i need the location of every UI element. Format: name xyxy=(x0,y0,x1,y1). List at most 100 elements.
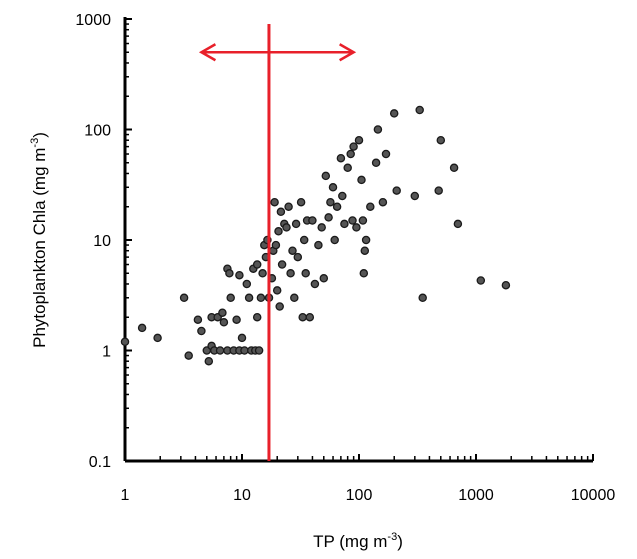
data-point xyxy=(346,149,355,159)
data-point xyxy=(137,323,147,333)
data-point xyxy=(258,269,267,278)
data-point xyxy=(288,246,297,255)
data-point xyxy=(349,142,358,151)
y-tick-label: 1000 xyxy=(75,12,111,29)
data-point xyxy=(410,191,420,201)
x-tick-label: 10 xyxy=(233,487,251,504)
data-point xyxy=(219,318,229,327)
data-point xyxy=(215,346,225,355)
data-point xyxy=(453,219,463,229)
data-point xyxy=(305,312,315,322)
x-tick-label: 10000 xyxy=(571,487,616,504)
data-point xyxy=(343,163,352,173)
data-point xyxy=(449,163,459,173)
data-point xyxy=(276,207,286,217)
data-point xyxy=(252,260,262,269)
data-point xyxy=(308,216,317,225)
data-point xyxy=(373,125,383,134)
y-tick-label: 0.1 xyxy=(89,454,111,471)
data-point xyxy=(360,246,370,255)
data-point xyxy=(392,186,401,195)
data-point xyxy=(501,280,511,290)
data-point xyxy=(293,252,303,262)
axes: 0.1 1 10 100 1000 1 10 100 1000 10000 xyxy=(75,12,615,504)
data-point xyxy=(301,269,310,278)
x-tick-label: 1 xyxy=(121,487,130,504)
data-point xyxy=(197,326,206,336)
data-point xyxy=(314,240,323,250)
data-point xyxy=(271,240,281,250)
x-tick-label: 1000 xyxy=(458,487,494,504)
data-point xyxy=(290,293,299,303)
data-point xyxy=(296,197,306,207)
data-points xyxy=(120,105,511,366)
data-point xyxy=(415,105,424,115)
data-point xyxy=(310,279,320,289)
data-point xyxy=(237,333,247,343)
x-tick-label: 100 xyxy=(346,487,373,504)
y-tick-label: 1 xyxy=(102,344,111,361)
arrow-head-right xyxy=(339,43,357,62)
data-point xyxy=(359,269,369,278)
y-tick-label: 10 xyxy=(93,233,111,250)
data-point xyxy=(389,109,399,118)
data-point xyxy=(358,216,368,225)
data-point xyxy=(179,293,189,303)
data-point xyxy=(330,235,339,245)
data-point xyxy=(434,186,443,195)
data-point xyxy=(336,153,346,163)
y-tick-label: 100 xyxy=(84,123,111,140)
data-point xyxy=(225,269,234,278)
annotations xyxy=(198,24,357,461)
data-point xyxy=(240,346,249,355)
y-axis-title: Phytoplankton Chla (mg m-3) xyxy=(29,132,49,348)
data-point xyxy=(193,315,203,324)
data-point xyxy=(371,158,381,168)
x-axis-title: TP (mg m-3) xyxy=(313,531,403,551)
data-point xyxy=(476,276,486,285)
data-point xyxy=(256,293,266,303)
data-point xyxy=(378,197,388,207)
data-point xyxy=(366,202,375,211)
data-point xyxy=(120,337,130,347)
arrow-head-left xyxy=(198,43,217,62)
data-point xyxy=(340,219,349,229)
data-point xyxy=(284,202,293,211)
data-point xyxy=(274,227,283,236)
data-point xyxy=(252,312,262,322)
data-point xyxy=(244,293,254,303)
data-point xyxy=(352,223,361,232)
data-point xyxy=(272,286,282,295)
data-point xyxy=(232,315,241,324)
data-point xyxy=(361,235,371,245)
data-point xyxy=(332,202,342,211)
data-point xyxy=(275,302,284,311)
data-point xyxy=(235,270,244,280)
data-point xyxy=(348,216,357,225)
data-point xyxy=(277,260,287,269)
data-point xyxy=(354,135,364,145)
data-point xyxy=(328,183,338,192)
data-point xyxy=(218,308,227,317)
data-point xyxy=(270,197,279,207)
data-point xyxy=(338,191,347,201)
data-point xyxy=(204,356,214,366)
data-point xyxy=(282,223,291,232)
data-point xyxy=(317,223,326,232)
data-point xyxy=(153,333,162,343)
data-point xyxy=(326,197,335,207)
data-point xyxy=(226,293,235,303)
data-point xyxy=(321,171,331,181)
data-point xyxy=(286,269,295,278)
data-point xyxy=(381,149,391,159)
data-point xyxy=(357,175,366,185)
data-point xyxy=(418,293,427,303)
data-point xyxy=(298,312,307,322)
data-point xyxy=(184,351,193,360)
data-point xyxy=(242,279,252,289)
data-point xyxy=(319,274,329,283)
data-point xyxy=(299,235,309,245)
data-point xyxy=(254,346,264,355)
data-point xyxy=(291,219,301,229)
